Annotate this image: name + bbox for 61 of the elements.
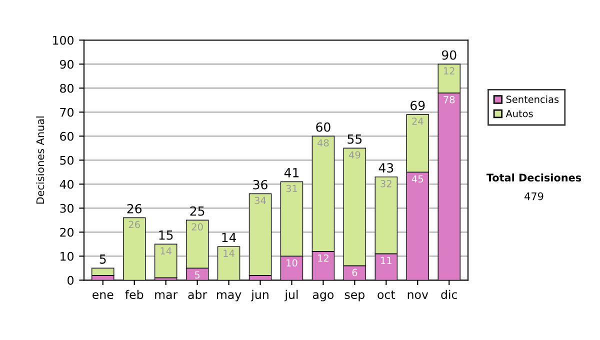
total-label: 90 [442, 50, 456, 60]
text: Total Decisiones [486, 173, 582, 182]
bar [248, 193, 272, 276]
y-tick-label: 80 [60, 84, 74, 93]
total-label: 43 [378, 163, 394, 173]
data-label: 14 [224, 250, 234, 257]
x-tick-label: abr [188, 290, 208, 300]
data-label: 26 [128, 220, 140, 228]
y-tick-label: 10 [60, 252, 74, 261]
data-label: 34 [254, 196, 266, 204]
data-label: 6 [352, 268, 358, 276]
x-tick-label: nov [408, 292, 428, 300]
total-label: 25 [190, 206, 204, 216]
y-tick-label: 20 [60, 228, 74, 237]
x-tick-label: ene [92, 292, 114, 300]
y-tick-label: 100 [53, 36, 74, 45]
x-tick-label: jun [250, 290, 268, 302]
y-tick-label: 60 [60, 132, 74, 141]
x-tick-label: mar [155, 292, 178, 300]
text: 479 [524, 192, 544, 200]
y-tick-label: 70 [60, 108, 74, 117]
x-tick-label: ago [312, 292, 334, 302]
total-label: 60 [316, 122, 330, 132]
data-label: 11 [381, 256, 392, 264]
total-label: 41 [284, 168, 299, 178]
x-tick-label: oct [378, 290, 396, 300]
x-tick-label: jul [284, 290, 298, 302]
data-label: 31 [286, 184, 298, 192]
y-tick-label: 30 [60, 204, 74, 213]
data-label: 32 [380, 180, 392, 188]
x-tick-label: feb [125, 290, 144, 300]
total-label: 69 [410, 100, 425, 110]
data-label: 78 [444, 96, 455, 104]
y-axis-title: Decisiones Anual [36, 116, 44, 204]
y-tick-label: 90 [60, 60, 74, 69]
data-label: 48 [318, 139, 329, 147]
total-label: 36 [253, 180, 268, 190]
data-label: 10 [286, 259, 298, 267]
bar [92, 268, 114, 276]
y-tick-label: 50 [60, 156, 74, 165]
data-label: 24 [412, 118, 424, 125]
bar [154, 244, 178, 278]
total-label: 14 [222, 232, 236, 242]
x-tick-label: dic [441, 290, 458, 300]
data-label: 49 [348, 151, 360, 159]
total-label: 26 [127, 204, 142, 214]
y-tick-label: 0 [68, 276, 74, 285]
legend-label: Sentencias [506, 95, 559, 104]
y-tick-label: 40 [60, 180, 74, 189]
total-label: 15 [159, 230, 173, 240]
total-label: 5 [100, 254, 106, 264]
total-label: 55 [348, 134, 362, 144]
legend-label: Autos [506, 110, 533, 118]
data-label: 12 [444, 67, 454, 74]
data-label: 5 [194, 271, 200, 279]
data-label: 45 [412, 175, 423, 183]
x-tick-label: sep [344, 292, 364, 302]
data-label: 14 [160, 247, 172, 254]
data-label: 20 [192, 223, 203, 231]
x-tick-label: may [217, 292, 242, 302]
data-label: 12 [318, 254, 328, 262]
